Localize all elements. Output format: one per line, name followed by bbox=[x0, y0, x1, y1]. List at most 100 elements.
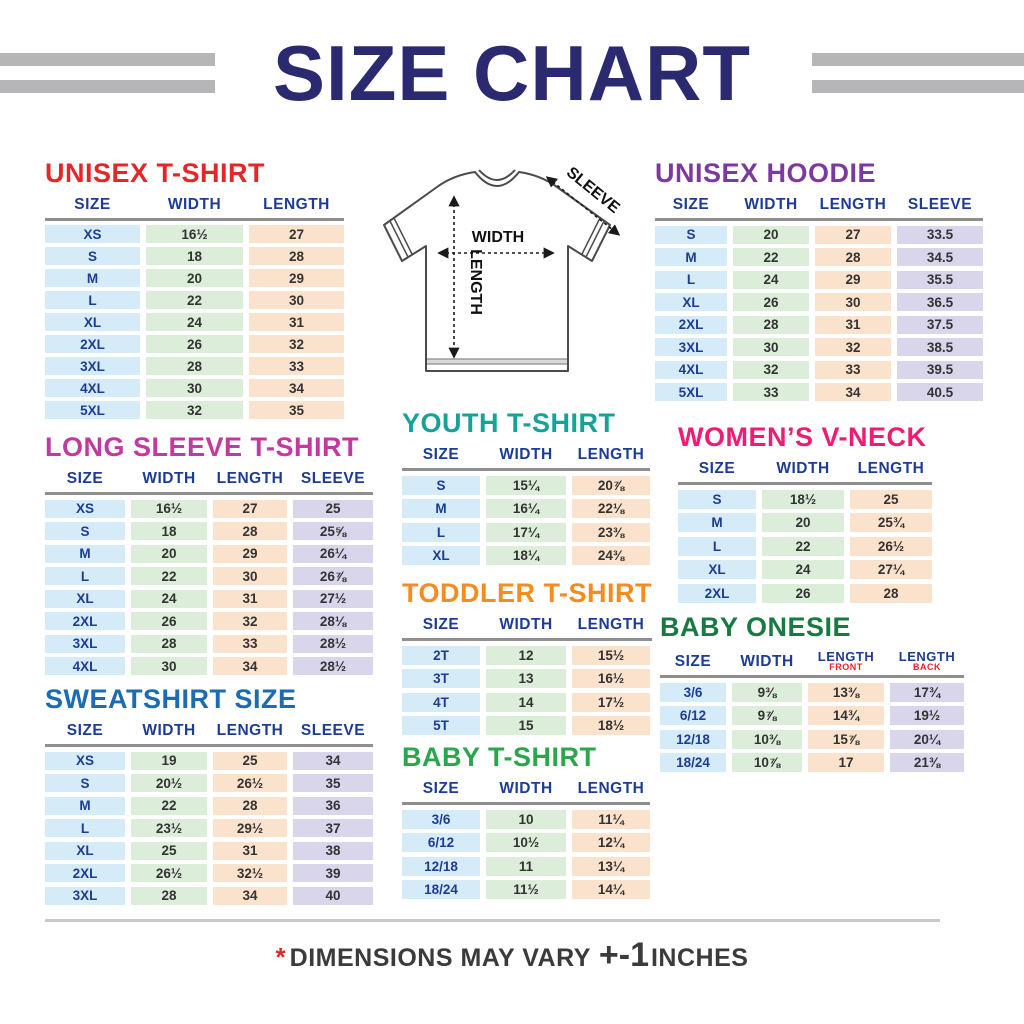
table-cell: M bbox=[45, 269, 140, 287]
table-cell: 28½ bbox=[293, 657, 373, 675]
column-header: SIZE bbox=[422, 446, 460, 463]
column-header: LENGTH bbox=[216, 722, 284, 739]
table-cell: 2XL bbox=[45, 864, 125, 882]
table-cell: 13⅜ bbox=[808, 682, 884, 702]
table-cell: 20 bbox=[131, 544, 207, 563]
table-row: L 22 26½ bbox=[678, 536, 932, 556]
table-cell: 24⅜ bbox=[572, 546, 650, 565]
table-cell: S bbox=[45, 522, 125, 540]
long-sleeve-section: LONG SLEEVE T-SHIRT SIZE WIDTH LENGTH SL… bbox=[45, 432, 373, 675]
table-header: SIZE WIDTH LENGTH bbox=[402, 616, 652, 641]
table-cell: 32½ bbox=[213, 864, 287, 882]
table-body: XS 16½ 27 S 18 28 M 20 29 L 22 30 XL 24 31 2XL 26 32 3XL 28… bbox=[45, 225, 344, 419]
table-row: 4XL 32 33 39.5 bbox=[655, 360, 983, 379]
table-cell: 12/18 bbox=[402, 856, 480, 876]
table-cell: 17 bbox=[808, 753, 884, 772]
table-row: L 17¼ 23⅜ bbox=[402, 522, 650, 542]
table-cell: 31 bbox=[815, 315, 891, 334]
table-row: XL 24 31 27½ bbox=[45, 589, 373, 608]
table-cell: 16½ bbox=[572, 669, 650, 688]
table-cell: M bbox=[655, 248, 727, 266]
table-cell: 3XL bbox=[45, 886, 125, 905]
column-header-sub: FRONT bbox=[829, 662, 863, 672]
table-cell: 25¾ bbox=[850, 513, 932, 532]
column-header: SLEEVE bbox=[907, 196, 973, 213]
table-cell: 9⅜ bbox=[732, 682, 802, 702]
page-title: SIZE CHART bbox=[273, 29, 751, 117]
table-cell: 22 bbox=[733, 248, 809, 266]
table-cell: 25 bbox=[131, 841, 207, 860]
column-header: SLEEVE bbox=[300, 722, 366, 739]
table-cell: 29 bbox=[213, 544, 287, 563]
table-cell: 28⅛ bbox=[293, 612, 373, 630]
table-row: M 20 25¾ bbox=[678, 513, 932, 532]
table-cell: 37.5 bbox=[897, 315, 983, 334]
table-row: M 22 28 36 bbox=[45, 796, 373, 815]
table-cell: XL bbox=[678, 560, 756, 579]
table-cell: 12 bbox=[486, 645, 566, 665]
table-cell: 14 bbox=[486, 692, 566, 712]
table-row: 18/24 11½ 14¼ bbox=[402, 880, 650, 899]
decorative-bar bbox=[0, 80, 215, 93]
table-cell: 3XL bbox=[45, 634, 125, 653]
column-header: SIZE bbox=[422, 616, 460, 633]
table-cell: 4XL bbox=[45, 657, 125, 675]
table-cell: 16½ bbox=[146, 225, 243, 243]
column-header: LENGTH bbox=[819, 196, 887, 213]
table-row: XS 19 25 34 bbox=[45, 751, 373, 770]
table-cell: 27 bbox=[815, 225, 891, 244]
table-cell: XL bbox=[45, 589, 125, 608]
table-cell: XS bbox=[45, 499, 125, 518]
table-cell: M bbox=[45, 544, 125, 563]
table-row: 3/6 10 11¼ bbox=[402, 809, 650, 829]
table-header: SIZE WIDTH LENGTH SLEEVE bbox=[655, 196, 983, 221]
table-cell: S bbox=[402, 475, 480, 495]
table-row: XL 25 31 38 bbox=[45, 841, 373, 860]
table-header: SIZE WIDTH LENGTH bbox=[678, 460, 932, 485]
column-header: WIDTH bbox=[499, 446, 553, 463]
table-row: 12/18 10⅜ 15⅞ 20¼ bbox=[660, 729, 964, 749]
table-cell: L bbox=[402, 522, 480, 542]
table-cell: 23⅜ bbox=[572, 522, 650, 542]
decorative-bar bbox=[812, 53, 1024, 66]
toddler-tshirt-section: TODDLER T-SHIRT SIZE WIDTH LENGTH 2T 12 15… bbox=[402, 578, 652, 735]
table-cell: 34 bbox=[213, 657, 287, 675]
table-cell: S bbox=[655, 225, 727, 244]
table-row: XL 24 31 bbox=[45, 313, 344, 331]
table-header: SIZE WIDTH LENGTH bbox=[402, 780, 650, 805]
unisex-tshirt-section: UNISEX T-SHIRT SIZE WIDTH LENGTH XS 16½ 27… bbox=[45, 158, 344, 419]
table-cell: 28 bbox=[146, 357, 243, 375]
table-cell: 3XL bbox=[655, 338, 727, 356]
table-cell: 29 bbox=[249, 269, 344, 287]
sleeve-arrow bbox=[545, 176, 621, 236]
table-cell: 34 bbox=[249, 379, 344, 397]
table-cell: 3/6 bbox=[402, 809, 480, 829]
table-body: XS 16½ 27 25 S 18 28 25⅝ M 20 29 26¼ L 22 30 26⅞ XL 24 31 2… bbox=[45, 499, 373, 675]
table-row: 2XL 26 32 bbox=[45, 335, 344, 353]
womens-vneck-section: WOMEN’S V-NECK SIZE WIDTH LENGTH S 18½ 25 M… bbox=[678, 422, 932, 603]
table-cell: 22 bbox=[131, 796, 207, 815]
table-cell: 31 bbox=[213, 841, 287, 860]
sweatshirt-section: SWEATSHIRT SIZE SIZE WIDTH LENGTH SLEEVE… bbox=[45, 684, 373, 905]
table-cell: 30 bbox=[213, 567, 287, 585]
table-cell: 15 bbox=[486, 716, 566, 735]
table-cell: 26 bbox=[131, 612, 207, 630]
column-header-main: LENGTH bbox=[817, 649, 875, 664]
table-row: L 22 30 bbox=[45, 291, 344, 309]
table-cell: 39 bbox=[293, 864, 373, 882]
table-cell: 27 bbox=[249, 225, 344, 243]
table-cell: 28½ bbox=[293, 634, 373, 653]
table-row: XL 24 27¼ bbox=[678, 560, 932, 579]
table-cell: 10 bbox=[486, 809, 566, 829]
column-header: WIDTH bbox=[740, 653, 794, 670]
table-cell: 2XL bbox=[678, 583, 756, 603]
table-cell: 37 bbox=[293, 819, 373, 837]
table-cell: 20½ bbox=[131, 774, 207, 792]
table-row: XS 16½ 27 25 bbox=[45, 499, 373, 518]
column-header: SLEEVE bbox=[300, 470, 366, 487]
table-cell: 26 bbox=[146, 335, 243, 353]
table-cell: 3T bbox=[402, 669, 480, 688]
column-header: SIZE bbox=[422, 780, 460, 797]
table-cell: 26⅞ bbox=[293, 567, 373, 585]
table-cell: 22⅛ bbox=[572, 499, 650, 518]
